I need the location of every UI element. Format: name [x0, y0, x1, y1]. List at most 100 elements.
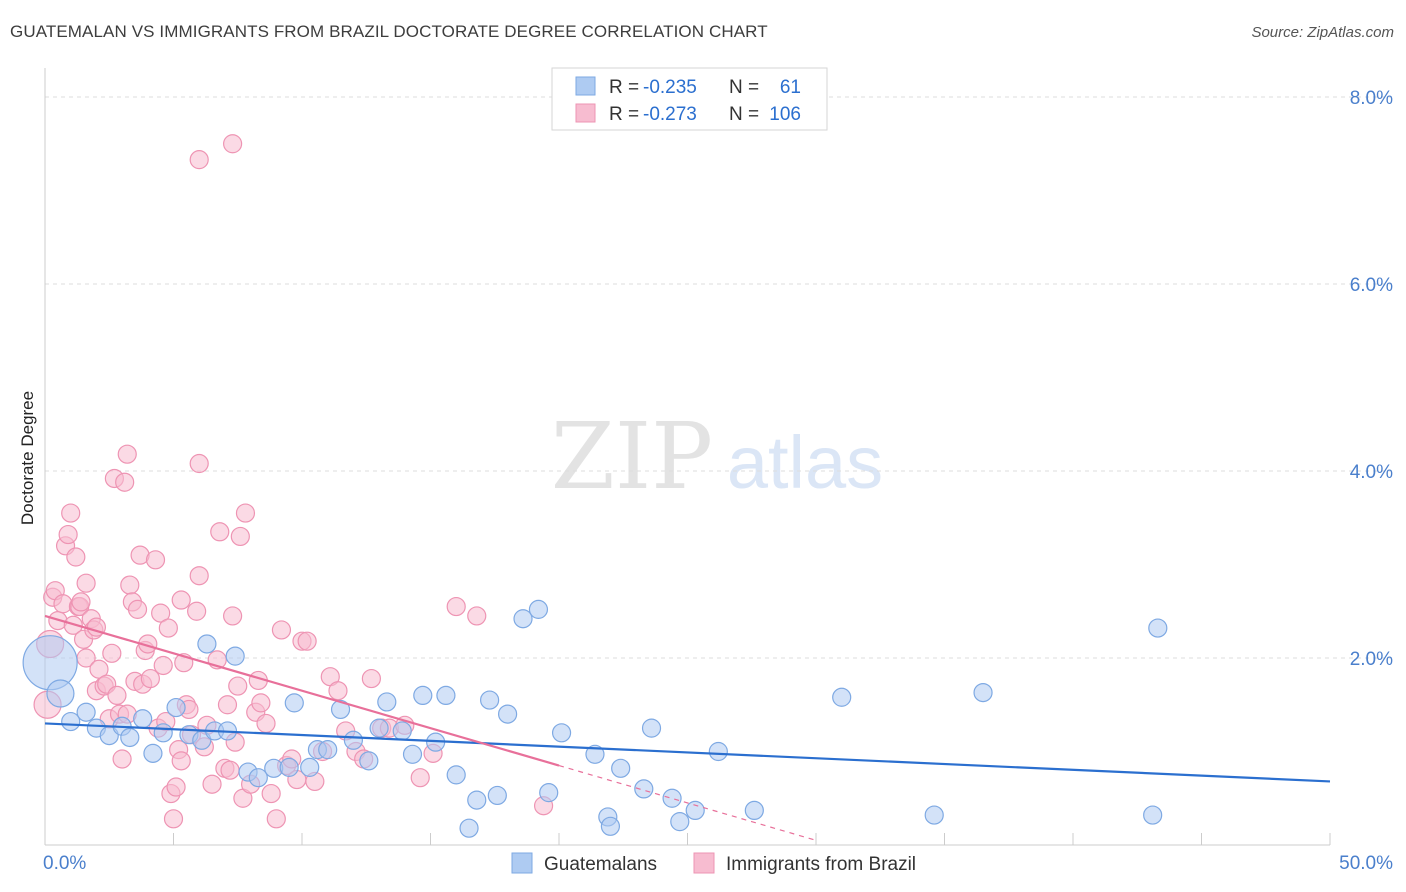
data-point-brazil	[230, 526, 250, 547]
data-point-guatemalan	[359, 751, 379, 771]
data-point-guatemalan	[343, 730, 363, 750]
y-tick-label: 6.0%	[1350, 275, 1393, 296]
data-point-guatemalan	[413, 685, 433, 706]
data-point-guatemalan	[600, 816, 621, 836]
data-point-guatemalan	[1143, 805, 1163, 825]
data-point-brazil	[140, 668, 160, 689]
data-point-brazil	[223, 134, 243, 154]
data-point-brazil	[171, 751, 191, 771]
data-point-guatemalan	[611, 758, 631, 778]
data-point-brazil	[151, 603, 171, 623]
legend-r-value-pink: -0.273	[643, 104, 697, 125]
data-point-guatemalan	[551, 723, 572, 743]
data-point-guatemalan	[279, 757, 299, 777]
data-point-guatemalan	[487, 785, 507, 806]
x-tick-label: 0.0%	[43, 853, 86, 874]
data-point-guatemalan	[662, 788, 682, 808]
data-point-brazil	[261, 783, 281, 804]
data-point-brazil	[102, 643, 122, 663]
legend-r-label-blue: R =	[609, 77, 639, 98]
data-point-brazil	[210, 522, 230, 542]
legend-n-value-pink: 106	[769, 104, 801, 125]
data-point-brazil	[153, 655, 173, 676]
data-point-guatemalan	[248, 768, 268, 788]
data-point-guatemalan	[61, 711, 81, 732]
data-point-brazil	[223, 606, 243, 626]
data-point-guatemalan	[641, 718, 662, 738]
source-label: Source: ZipAtlas.com	[1251, 24, 1394, 41]
data-point-guatemalan	[446, 765, 466, 785]
watermark-zip: ZIP	[551, 403, 713, 510]
data-point-guatemalan	[76, 702, 96, 722]
legend-n-label-blue: N =	[729, 77, 759, 98]
legend-n-label-pink: N =	[729, 104, 759, 125]
data-point-brazil	[71, 592, 91, 612]
watermark: ZIP atlas	[551, 403, 883, 510]
data-point-guatemalan	[924, 805, 944, 825]
series-legend: Guatemalans Immigrants from Brazil	[511, 852, 916, 875]
data-point-brazil	[187, 601, 207, 621]
data-point-guatemalan	[436, 685, 456, 706]
data-point-guatemalan	[120, 727, 140, 748]
data-point-guatemalan	[318, 740, 338, 760]
data-point-brazil	[467, 606, 487, 626]
data-point-brazil	[446, 596, 466, 617]
data-point-brazil	[76, 573, 96, 593]
data-point-guatemalan	[402, 744, 423, 764]
data-point-guatemalan	[467, 790, 487, 810]
data-point-brazil	[256, 713, 276, 734]
data-point-brazil	[61, 503, 81, 523]
legend-swatch-blue	[575, 76, 596, 96]
data-point-brazil	[297, 631, 317, 651]
data-point-brazil	[228, 676, 248, 696]
series-legend-swatch-brazil	[693, 852, 715, 874]
stats-legend-frame	[551, 67, 828, 131]
data-point-guatemalan	[133, 709, 153, 729]
data-point-guatemalan	[1148, 618, 1168, 638]
chart-title: GUATEMALAN VS IMMIGRANTS FROM BRAZIL DOC…	[10, 22, 768, 41]
data-point-brazil	[120, 575, 140, 595]
data-point-brazil	[235, 503, 256, 523]
data-point-guatemalan	[369, 718, 389, 738]
data-point-brazil	[361, 668, 381, 689]
data-point-brazil	[189, 566, 209, 586]
data-point-brazil	[115, 472, 135, 492]
data-point-guatemalan	[166, 697, 186, 718]
data-point-guatemalan	[708, 741, 728, 762]
data-point-guatemalan	[300, 757, 320, 777]
data-point-guatemalan	[225, 646, 245, 666]
data-point-guatemalan	[377, 692, 397, 712]
legend-r-label-pink: R =	[609, 104, 639, 125]
data-point-guatemalan	[480, 690, 500, 710]
data-point-guatemalan	[670, 812, 690, 832]
data-point-guatemalan	[498, 704, 518, 724]
data-point-brazil	[163, 809, 184, 829]
data-point-guatemalan	[46, 679, 75, 708]
data-point-guatemalan	[832, 687, 852, 707]
y-tick-label: 2.0%	[1350, 649, 1393, 670]
legend-swatch-pink	[575, 103, 596, 123]
data-point-brazil	[145, 550, 166, 570]
data-point-guatemalan	[153, 723, 173, 743]
data-point-brazil	[251, 693, 271, 713]
data-point-brazil	[127, 599, 148, 619]
legend-r-value-blue: -0.235	[643, 77, 697, 98]
series-legend-label-brazil: Immigrants from Brazil	[726, 854, 916, 875]
y-tick-labels: 2.0% 4.0% 6.0% 8.0%	[1350, 88, 1393, 670]
data-point-brazil	[66, 547, 86, 567]
trend-line-brazil-extension	[558, 764, 817, 841]
x-tick-label: 50.0%	[1339, 853, 1393, 874]
data-point-brazil	[410, 768, 430, 788]
trend-line-guatemalans	[44, 722, 1331, 783]
data-point-brazil	[117, 444, 137, 464]
watermark-atlas: atlas	[727, 421, 883, 504]
y-tick-label: 4.0%	[1350, 462, 1393, 483]
data-point-brazil	[58, 524, 78, 545]
data-point-guatemalan	[22, 635, 78, 691]
series-immigrants-from-brazil-points	[33, 134, 554, 829]
data-point-guatemalan	[634, 779, 654, 799]
data-point-guatemalan	[392, 721, 412, 741]
data-point-brazil	[271, 620, 292, 640]
series-guatemalans-points	[22, 599, 1168, 838]
